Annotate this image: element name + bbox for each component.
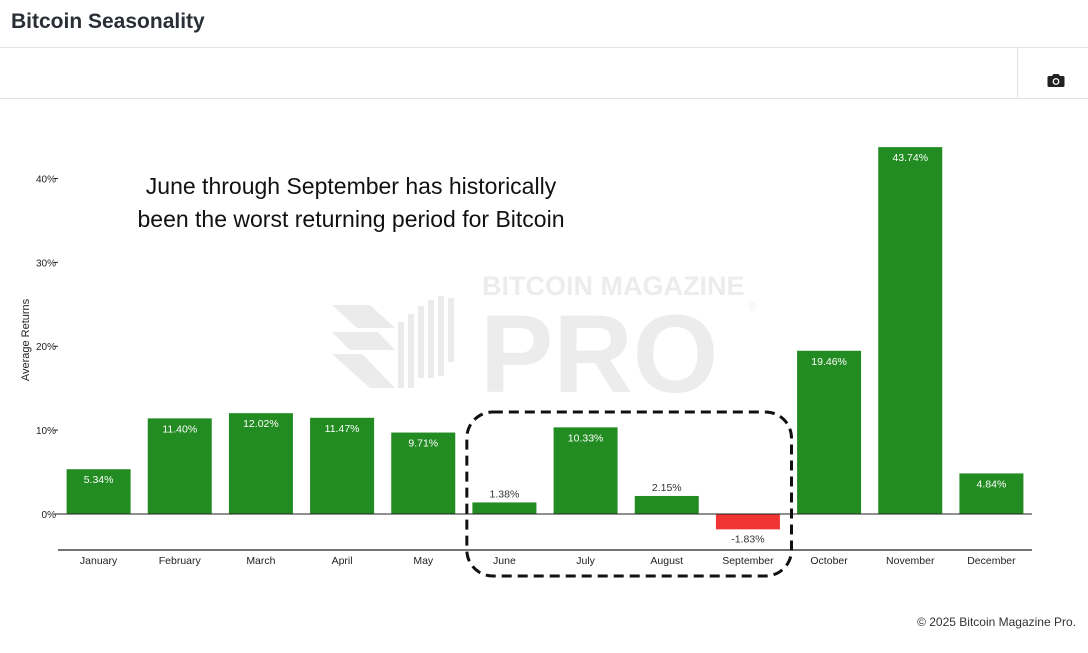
bar-october[interactable] xyxy=(797,350,862,514)
highlight-box xyxy=(465,410,793,578)
footer-credit: © 2025 Bitcoin Magazine Pro. xyxy=(917,615,1076,629)
bar-june[interactable] xyxy=(472,502,537,514)
bar-value-label: 5.34% xyxy=(84,474,114,486)
bar-value-label: 43.74% xyxy=(892,152,928,164)
x-tick-label: February xyxy=(159,555,202,567)
bar-may[interactable] xyxy=(391,432,456,514)
bar-march[interactable] xyxy=(228,413,293,514)
x-tick-label: November xyxy=(886,555,935,567)
bar-value-label: 1.38% xyxy=(490,488,520,500)
watermark-registered-mark: ® xyxy=(748,300,757,314)
x-tick-label: September xyxy=(722,555,774,567)
bar-july[interactable] xyxy=(553,427,618,514)
bar-value-label: 11.40% xyxy=(162,423,197,435)
bar-labels: 5.34% 11.40% 12.02% 11.47% 9.71% 1.38% 10.33% 2… xyxy=(84,152,1007,545)
bar-september[interactable] xyxy=(715,514,780,530)
camera-icon xyxy=(1047,74,1065,87)
bars xyxy=(66,147,1024,530)
download-image-button[interactable] xyxy=(1044,70,1068,90)
bar-february[interactable] xyxy=(147,418,212,514)
watermark-line1: BITCOIN MAGAZINE xyxy=(482,271,745,301)
seasonality-chart: BITCOIN MAGAZINE PRO ® Average Returns 0… xyxy=(20,147,1032,578)
y-tick-label: 20% xyxy=(36,342,56,353)
bar-august[interactable] xyxy=(634,495,699,514)
chart-toolbar xyxy=(0,48,1088,99)
header-bar: Bitcoin Seasonality xyxy=(0,0,1088,48)
x-tick-label: October xyxy=(810,555,848,567)
bar-january[interactable] xyxy=(66,469,131,514)
y-tick-label: 40% xyxy=(36,174,56,185)
y-axis-label: Average Returns xyxy=(20,298,32,381)
bar-value-label: 10.33% xyxy=(568,432,604,444)
x-tick-label: August xyxy=(650,555,683,567)
bar-december[interactable] xyxy=(959,473,1024,514)
x-tick-label: December xyxy=(967,555,1016,567)
watermark: BITCOIN MAGAZINE PRO ® xyxy=(332,271,757,416)
bar-value-label: -1.83% xyxy=(731,533,764,545)
y-tick-label: 0% xyxy=(42,510,57,521)
watermark-line2: PRO xyxy=(480,293,718,416)
annotation-line1: June through September has historically xyxy=(146,173,557,199)
y-axis-ticks: 0% 10% 20% 30% 40% xyxy=(36,174,58,521)
bar-value-label: 11.47% xyxy=(325,423,360,435)
bar-april[interactable] xyxy=(310,417,375,514)
bar-value-label: 9.71% xyxy=(408,438,438,450)
watermark-logo-icon xyxy=(332,296,454,388)
x-tick-label: June xyxy=(493,555,516,567)
bar-value-label: 12.02% xyxy=(243,418,279,430)
bar-value-label: 2.15% xyxy=(652,482,682,494)
y-tick-label: 30% xyxy=(36,258,56,269)
x-tick-label: July xyxy=(576,555,595,567)
bar-value-label: 19.46% xyxy=(811,356,847,368)
toolbar-divider xyxy=(1017,48,1018,98)
x-tick-label: January xyxy=(80,555,118,567)
x-tick-label: March xyxy=(246,555,275,567)
chart-area: BITCOIN MAGAZINE PRO ® Average Returns 0… xyxy=(0,100,1088,648)
x-tick-label: May xyxy=(413,555,434,567)
bar-value-label: 4.84% xyxy=(977,478,1007,490)
x-axis-ticks: January February March April May June July Augu… xyxy=(80,555,1016,567)
y-tick-label: 10% xyxy=(36,426,56,437)
bar-november[interactable] xyxy=(878,147,943,514)
page-title: Bitcoin Seasonality xyxy=(11,10,205,33)
x-tick-label: April xyxy=(332,555,353,567)
annotation-line2: been the worst returning period for Bitc… xyxy=(137,206,564,232)
